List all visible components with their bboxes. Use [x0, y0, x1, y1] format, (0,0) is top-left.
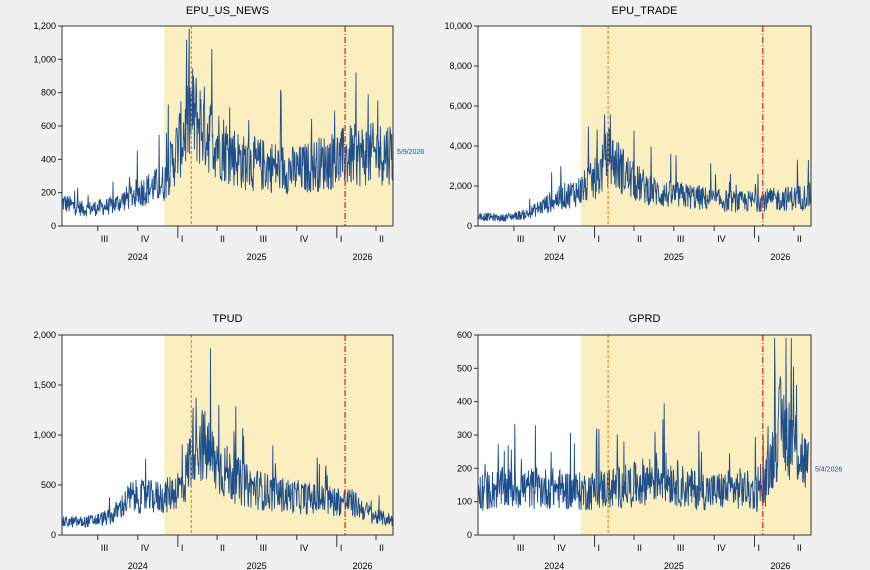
y-tick-label: 0 — [51, 530, 56, 540]
y-tick-label: 2,000 — [449, 181, 472, 191]
quarter-label: I — [598, 543, 601, 553]
year-label: 2026 — [770, 561, 790, 570]
y-tick-label: 1,000 — [33, 430, 56, 440]
quarter-label: II — [220, 543, 225, 553]
y-tick-label: 8,000 — [449, 61, 472, 71]
quarter-label: III — [260, 543, 268, 553]
year-label: 2025 — [247, 561, 267, 570]
quarter-label: III — [517, 543, 525, 553]
series-line — [477, 114, 812, 223]
quarter-label: II — [797, 543, 802, 553]
y-tick-label: 200 — [41, 188, 56, 198]
y-tick-label: 0 — [467, 530, 472, 540]
chart-title: EPU_US_NEWS — [186, 5, 269, 17]
quarter-label: I — [340, 543, 343, 553]
quarter-label: IV — [717, 234, 726, 244]
quarter-label: IV — [300, 543, 309, 553]
quarter-label: III — [677, 234, 685, 244]
chart-title: EPU_TRADE — [611, 5, 677, 17]
year-label: 2025 — [664, 561, 684, 570]
y-tick-label: 0 — [467, 221, 472, 231]
year-label: 2025 — [247, 252, 267, 262]
y-tick-label: 200 — [457, 463, 472, 473]
year-label: 2025 — [664, 252, 684, 262]
quarter-label: IV — [141, 543, 150, 553]
year-label: 2026 — [770, 252, 790, 262]
end-date-annotation: 5/4/2026 — [815, 466, 842, 473]
series-line — [477, 337, 809, 512]
y-tick-label: 100 — [457, 497, 472, 507]
y-tick-label: 1,000 — [33, 54, 56, 64]
year-label: 2026 — [352, 561, 372, 570]
quarter-label: III — [260, 234, 268, 244]
end-date-annotation: 5/9/2026 — [397, 149, 424, 156]
quarter-label: III — [517, 234, 525, 244]
y-tick-label: 600 — [457, 330, 472, 340]
quarter-label: II — [637, 234, 642, 244]
chart-title: GPRD — [629, 313, 661, 325]
quarter-label: III — [677, 543, 685, 553]
year-label: 2024 — [544, 252, 564, 262]
y-tick-label: 800 — [41, 88, 56, 98]
quarter-label: IV — [557, 234, 566, 244]
y-tick-label: 300 — [457, 430, 472, 440]
y-tick-label: 4,000 — [449, 141, 472, 151]
quarter-label: IV — [717, 543, 726, 553]
quarter-label: IV — [141, 234, 150, 244]
quarter-label: II — [797, 234, 802, 244]
quarter-label: IV — [557, 543, 566, 553]
quarter-label: II — [379, 543, 384, 553]
y-tick-label: 10,000 — [444, 21, 472, 31]
y-tick-label: 1,500 — [33, 380, 56, 390]
quarter-label: II — [637, 543, 642, 553]
y-tick-label: 600 — [41, 121, 56, 131]
y-tick-label: 6,000 — [449, 101, 472, 111]
quarter-label: I — [598, 234, 601, 244]
chart-title: TPUD — [213, 313, 243, 325]
quarter-label: III — [101, 234, 109, 244]
quarter-label: I — [340, 234, 343, 244]
quarter-label: IV — [300, 234, 309, 244]
quarter-label: III — [101, 543, 109, 553]
y-tick-label: 400 — [457, 397, 472, 407]
y-tick-label: 500 — [41, 480, 56, 490]
year-label: 2026 — [352, 252, 372, 262]
year-label: 2024 — [128, 561, 148, 570]
quarter-label: I — [181, 234, 184, 244]
year-label: 2024 — [128, 252, 148, 262]
plot-frame — [477, 25, 812, 227]
y-tick-label: 500 — [457, 363, 472, 373]
quarter-label: II — [220, 234, 225, 244]
quarter-label: I — [757, 234, 760, 244]
y-tick-label: 2,000 — [33, 330, 56, 340]
shaded-region — [580, 335, 811, 535]
y-tick-label: 0 — [51, 221, 56, 231]
quarter-label: I — [757, 543, 760, 553]
y-tick-label: 1,200 — [33, 21, 56, 31]
y-tick-label: 400 — [41, 154, 56, 164]
quarter-label: I — [181, 543, 184, 553]
series-line — [61, 348, 394, 528]
year-label: 2024 — [544, 561, 564, 570]
quarter-label: II — [379, 234, 384, 244]
series-line — [61, 28, 394, 217]
